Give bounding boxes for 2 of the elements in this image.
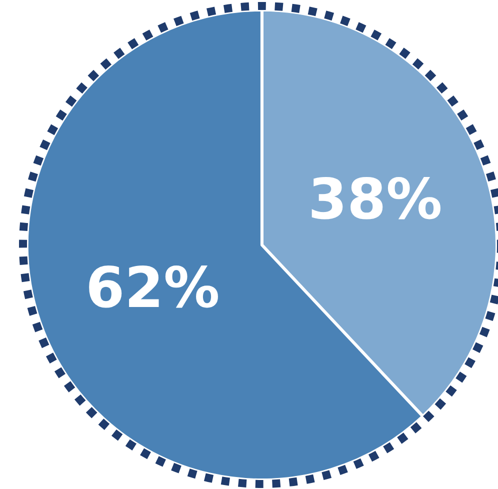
data-label: 62%	[86, 256, 220, 321]
data-label: 38%	[308, 168, 442, 233]
